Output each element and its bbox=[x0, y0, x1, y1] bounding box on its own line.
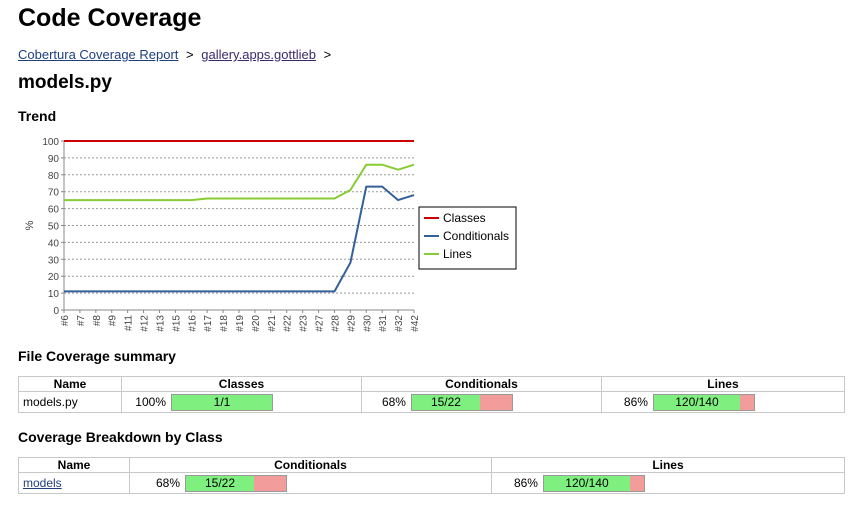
table-row: models.py 100% 1/1 68% 15/22 86% 120/140 bbox=[18, 391, 846, 413]
x-tick-label: #17 bbox=[203, 315, 214, 332]
classes-coverage-bar: 1/1 bbox=[171, 393, 273, 411]
y-tick-label: 60 bbox=[48, 205, 60, 216]
column-header-conditionals: Conditionals bbox=[360, 376, 602, 392]
legend-entry: Classes bbox=[443, 211, 486, 225]
lines-coverage-bar: 120/140 bbox=[652, 393, 755, 411]
x-tick-label: #12 bbox=[140, 315, 151, 332]
classes-cell: 100% 1/1 bbox=[121, 391, 362, 413]
x-tick-label: #19 bbox=[235, 315, 246, 332]
trend-heading: Trend bbox=[18, 108, 57, 124]
column-header-lines: Lines bbox=[600, 376, 846, 392]
plot-area bbox=[64, 141, 414, 310]
column-header-name: Name bbox=[18, 376, 122, 392]
covered-fill bbox=[653, 394, 740, 410]
y-tick-label: 40 bbox=[48, 238, 60, 249]
class-name-cell: models bbox=[18, 472, 130, 494]
conditionals-ratio: 15/22 bbox=[430, 394, 461, 409]
x-tick-label: #16 bbox=[187, 315, 198, 332]
x-tick-label: #13 bbox=[155, 315, 166, 332]
conditionals-ratio: 15/22 bbox=[204, 475, 236, 490]
legend-entry: Conditionals bbox=[443, 229, 509, 243]
x-tick-label: #21 bbox=[267, 315, 278, 332]
covered-fill bbox=[172, 394, 272, 410]
series-line-lines bbox=[64, 163, 415, 202]
x-tick-label: #29 bbox=[346, 315, 357, 332]
x-tick-label: #23 bbox=[299, 315, 310, 332]
x-tick-label: #7 bbox=[76, 315, 87, 327]
class-link-models[interactable]: models bbox=[23, 476, 62, 490]
x-tick-label: #28 bbox=[330, 315, 341, 332]
trend-chart: 0 10 20 30 40 50 60 70 80 90 100% #6 #7 #8 #9 #11 #12 #13… bbox=[24, 137, 517, 332]
x-tick-label: #42 bbox=[410, 315, 421, 332]
lines-ratio: 120/140 bbox=[675, 394, 719, 409]
x-tick-label: #18 bbox=[219, 315, 230, 332]
conditionals-coverage-bar: 15/22 bbox=[410, 393, 513, 411]
covered-fill bbox=[186, 475, 254, 491]
table-row: models 68% 15/22 86% 120/140 bbox=[18, 472, 846, 494]
file-name-cell: models.py bbox=[18, 391, 122, 413]
breadcrumb-link-report[interactable]: Cobertura Coverage Report bbox=[18, 47, 179, 62]
y-axis-label: % bbox=[24, 220, 36, 230]
x-tick-label: #8 bbox=[92, 315, 103, 327]
lines-coverage-bar: 120/140 bbox=[542, 474, 645, 492]
x-tick-label: #11 bbox=[124, 315, 135, 331]
lines-ratio: 120/140 bbox=[565, 475, 609, 490]
classes-percent: 100% bbox=[135, 395, 166, 409]
x-tick-label: #31 bbox=[378, 315, 389, 332]
column-header-lines: Lines bbox=[490, 457, 846, 473]
y-tick-label: 80 bbox=[48, 171, 60, 182]
x-tick-label: #27 bbox=[315, 315, 326, 332]
file-coverage-summary-heading: File Coverage summary bbox=[18, 348, 176, 364]
y-tick-label: 30 bbox=[48, 255, 60, 266]
x-tick-label: #30 bbox=[362, 315, 373, 332]
column-header-classes: Classes bbox=[121, 376, 362, 392]
series-line-conditionals bbox=[64, 185, 415, 293]
breadcrumb-link-package[interactable]: gallery.apps.gottlieb bbox=[201, 47, 316, 62]
conditionals-coverage-bar: 15/22 bbox=[185, 474, 287, 492]
y-tick-label: 90 bbox=[48, 154, 60, 165]
conditionals-cell: 68% 15/22 bbox=[360, 391, 602, 413]
y-tick-label: 0 bbox=[53, 306, 59, 317]
coverage-breakdown-table: Name Conditionals Lines models 68% 15/22 … bbox=[18, 457, 846, 494]
table-header-row: Name Classes Conditionals Lines bbox=[18, 376, 846, 392]
page-title: Code Coverage bbox=[18, 4, 202, 32]
file-coverage-summary-table: Name Classes Conditionals Lines models.p… bbox=[18, 376, 846, 413]
table-header-row: Name Conditionals Lines bbox=[18, 457, 846, 473]
x-tick-label: #22 bbox=[283, 315, 294, 332]
y-tick-label: 10 bbox=[48, 289, 60, 300]
breadcrumb-separator: > bbox=[186, 47, 194, 62]
conditionals-cell: 68% 15/22 bbox=[129, 472, 492, 494]
x-tick-label: #9 bbox=[108, 315, 119, 327]
conditionals-percent: 68% bbox=[155, 476, 180, 490]
breadcrumb: Cobertura Coverage Report > gallery.apps… bbox=[18, 47, 335, 62]
column-header-conditionals: Conditionals bbox=[129, 457, 492, 473]
covered-fill bbox=[543, 475, 630, 491]
y-tick-label: 100 bbox=[42, 137, 59, 148]
lines-percent: 86% bbox=[513, 476, 538, 490]
covered-fill bbox=[411, 394, 480, 410]
file-title: models.py bbox=[18, 72, 112, 93]
x-tick-label: #20 bbox=[251, 315, 262, 332]
lines-cell: 86% 120/140 bbox=[600, 391, 846, 413]
lines-cell: 86% 120/140 bbox=[490, 472, 846, 494]
y-tick-label: 50 bbox=[48, 222, 60, 233]
x-tick-label: #32 bbox=[394, 315, 405, 332]
column-header-name: Name bbox=[18, 457, 130, 473]
y-tick-label: 70 bbox=[48, 188, 60, 199]
conditionals-percent: 68% bbox=[381, 395, 406, 409]
lines-percent: 86% bbox=[623, 395, 648, 409]
coverage-breakdown-heading: Coverage Breakdown by Class bbox=[18, 429, 223, 445]
breadcrumb-separator: > bbox=[323, 47, 332, 62]
legend-entry: Lines bbox=[443, 247, 472, 261]
y-tick-label: 20 bbox=[48, 272, 60, 283]
x-tick-label: #6 bbox=[60, 315, 71, 327]
classes-ratio: 1/1 bbox=[213, 394, 231, 409]
x-tick-label: #15 bbox=[171, 315, 182, 332]
